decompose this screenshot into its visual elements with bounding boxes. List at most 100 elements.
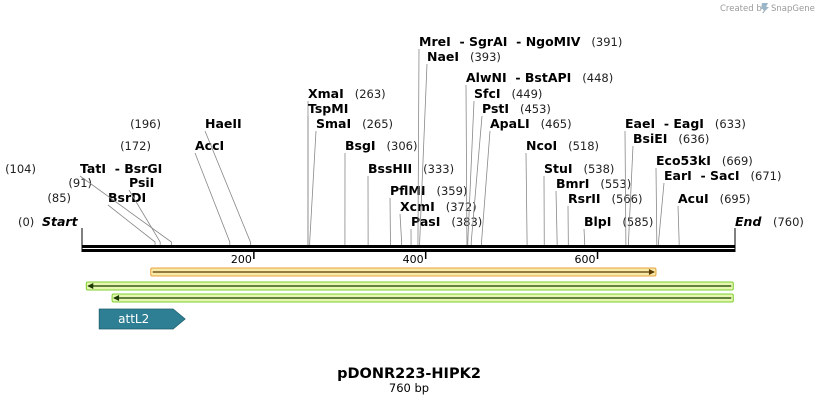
site-label: PasI (383)	[411, 214, 482, 229]
site-eco53ki[interactable]: Eco53kI (669)	[655, 153, 753, 246]
site-rsrii[interactable]: RsrII (566)	[567, 191, 642, 246]
enzyme-name: TatI	[80, 161, 106, 176]
site-label: SfcI (449)	[474, 86, 542, 101]
site-ncoi[interactable]: NcoI (518)	[525, 138, 599, 246]
site-label: BsiEI (636)	[633, 131, 709, 146]
site-cut-line	[525, 152, 528, 246]
enzyme-name: SgrAI	[469, 34, 507, 49]
enzyme-name: NgoMIV	[526, 34, 581, 49]
site-position: (265)	[351, 117, 393, 131]
feature-arrowhead	[648, 269, 655, 275]
site-position: (465)	[530, 117, 572, 131]
enzyme-name: BlpI	[584, 214, 611, 229]
site-separator: -	[692, 168, 710, 183]
feature-arrowhead	[87, 283, 94, 289]
enzyme-name: TspMI	[308, 101, 348, 116]
enzyme-name: NaeI	[427, 49, 459, 64]
enzyme-name: PstI	[482, 101, 509, 116]
site-label: BsrDI	[108, 190, 146, 205]
site-cut-line	[658, 182, 665, 246]
site-smai[interactable]: SmaI (265)	[309, 116, 393, 246]
site-cut-line	[417, 48, 420, 246]
feature-arrow	[98, 308, 186, 330]
site-tati[interactable]: TatI - BsrGI (104)	[5, 161, 172, 246]
sequence-backbone	[81, 228, 736, 252]
feature-orf-reverse-1[interactable]	[85, 281, 734, 291]
backbone-bottom-strand	[82, 249, 735, 252]
site-haeii[interactable]: HaeII (196)	[130, 116, 251, 246]
site-label: StuI (538)	[544, 161, 614, 176]
site-separator: -	[451, 34, 469, 49]
site-mrei[interactable]: MreI - SgrAI - NgoMIV (391)	[417, 34, 622, 246]
site-label: TspMI	[308, 101, 348, 116]
site-bsgi[interactable]: BsgI (306)	[344, 138, 418, 246]
enzyme-name: AlwNI	[466, 70, 507, 85]
site-label: TatI - BsrGI	[80, 161, 162, 176]
enzyme-name: XcmI	[400, 199, 435, 214]
site-tspmi[interactable]: TspMI	[307, 101, 348, 246]
site-separator: -	[507, 70, 525, 85]
site-position: (263)	[344, 87, 386, 101]
site-stui[interactable]: StuI (538)	[543, 161, 614, 246]
site-pflmi[interactable]: PflMI (359)	[389, 183, 467, 246]
enzyme-name: AcuI	[678, 191, 709, 206]
site-eaei[interactable]: EaeI - EagI (633)	[624, 116, 746, 246]
site-label: PstI (453)	[482, 101, 551, 116]
site-cut-line	[399, 213, 403, 246]
site-naei[interactable]: NaeI (393)	[419, 49, 501, 246]
site-sfci[interactable]: SfcI (449)	[467, 86, 543, 246]
site-cut-line	[128, 189, 161, 246]
site-separator: -	[106, 161, 124, 176]
site-cut-line	[677, 205, 680, 246]
enzyme-name: BsrDI	[108, 190, 146, 205]
site-apali[interactable]: ApaLI (465)	[481, 116, 572, 246]
site-psii[interactable]: PsiI (91)	[68, 175, 161, 246]
site-bsiei[interactable]: BsiEI (636)	[628, 131, 709, 246]
site-label: Eco53kI (669)	[656, 153, 753, 168]
map-length: 760 bp	[389, 381, 429, 395]
feature-orf-forward[interactable]	[150, 267, 657, 277]
site-cut-line	[583, 228, 586, 246]
site-position: (383)	[440, 215, 482, 229]
site-position: (372)	[435, 200, 477, 214]
site-psti[interactable]: PstI (453)	[470, 101, 551, 246]
tick-label: 600	[575, 253, 596, 266]
feature-attl2[interactable]: attL2	[98, 308, 186, 330]
site-position: (85)	[47, 191, 71, 205]
site-bsrdi[interactable]: BsrDI (85)	[47, 190, 156, 246]
enzyme-name: BsrGI	[124, 161, 162, 176]
site-label: MreI - SgrAI - NgoMIV (391)	[419, 34, 622, 49]
enzyme-name: SacI	[710, 168, 740, 183]
site-position: (448)	[571, 71, 613, 85]
site-label: BssHII (333)	[368, 161, 454, 176]
site-position: (566)	[601, 192, 643, 206]
restriction-sites: BsrDI (85) PsiI (91)TatI - BsrGI (104) AccI (1…	[5, 34, 781, 246]
site-acui[interactable]: AcuI (695)	[677, 191, 751, 246]
map-title: pDONR223-HIPK2	[337, 366, 481, 382]
features: attL2	[85, 267, 734, 330]
enzyme-name: EagI	[673, 116, 704, 131]
site-blpi[interactable]: BlpI (585)	[583, 214, 653, 246]
site-label: AlwNI - BstAPI (448)	[466, 70, 613, 85]
tick-label: 400	[403, 253, 424, 266]
site-label: BmrI (553)	[556, 176, 631, 191]
site-label: SmaI (265)	[316, 116, 393, 131]
site-xcmi[interactable]: XcmI (372)	[399, 199, 477, 246]
site-position: (518)	[557, 139, 599, 153]
site-alwni[interactable]: AlwNI - BstAPI (448)	[465, 70, 613, 246]
enzyme-name: BmrI	[556, 176, 589, 191]
site-cut-line	[465, 84, 468, 246]
backbone-top-strand	[82, 245, 735, 248]
enzyme-name: SfcI	[474, 86, 501, 101]
site-cut-line	[194, 152, 231, 246]
site-position: (671)	[740, 169, 782, 183]
feature-orf-reverse-2[interactable]	[111, 293, 734, 303]
site-bmri[interactable]: BmrI (553)	[555, 176, 631, 246]
site-label: RsrII (566)	[568, 191, 642, 206]
ruler-tick-600: 600	[575, 252, 599, 266]
credit-prefix: Created by	[720, 4, 767, 14]
site-acci[interactable]: AccI (172)	[120, 138, 231, 246]
feature-label: attL2	[118, 312, 149, 326]
site-label: PflMI (359)	[390, 183, 467, 198]
site-eari[interactable]: EarI - SacI (671)	[658, 168, 782, 246]
